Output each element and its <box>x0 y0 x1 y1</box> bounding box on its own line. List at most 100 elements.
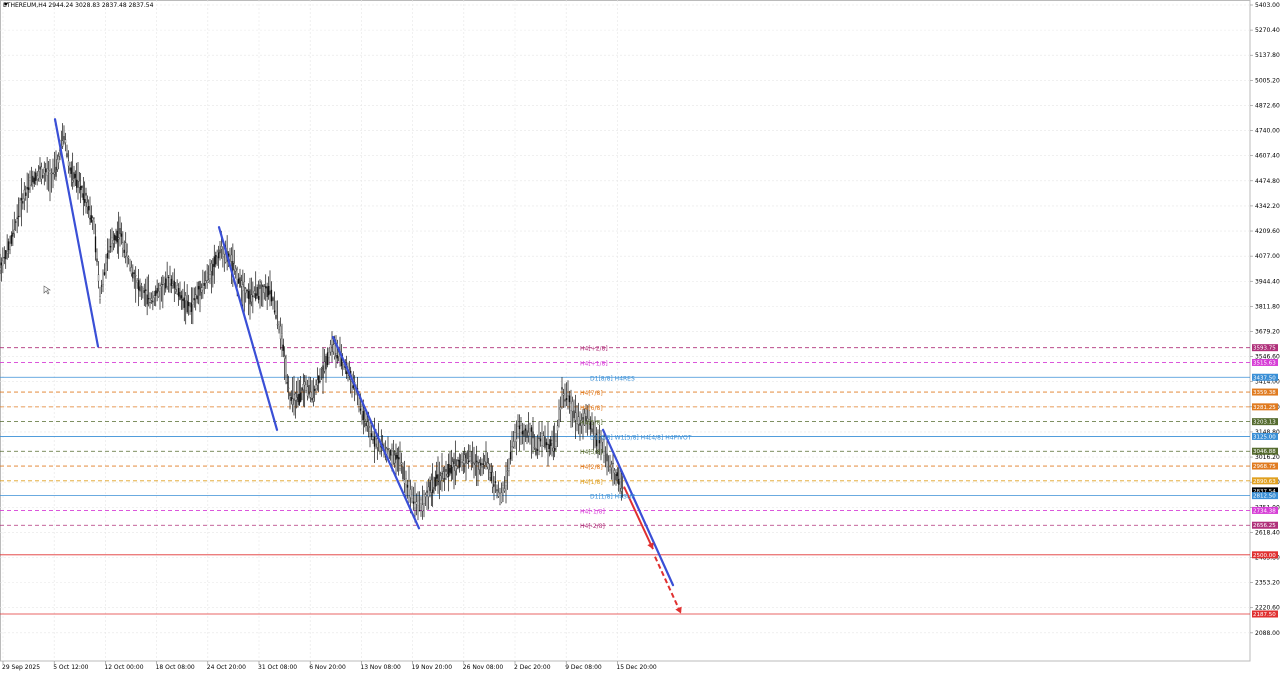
candle-body <box>331 346 333 349</box>
candle-body <box>99 296 101 300</box>
candle-body <box>176 285 178 294</box>
candle-body <box>591 428 593 433</box>
candle-body <box>570 402 572 412</box>
candle-body <box>39 166 41 170</box>
candle-body <box>482 463 484 466</box>
candle-body <box>580 420 583 426</box>
candle-body <box>252 295 254 298</box>
projection-arrow[interactable] <box>623 486 654 550</box>
collapse-triangle-icon[interactable] <box>4 3 8 6</box>
price-axis[interactable]: 5403.00 5270.40 5137.80 5005.20 4872.60 4740.… <box>1250 2 1280 637</box>
candle-body <box>454 465 456 471</box>
candle-body <box>527 432 530 436</box>
trendline[interactable] <box>217 226 279 431</box>
x-tick-label: 15 Dec 20:00 <box>616 664 657 671</box>
projection-arrow[interactable] <box>654 556 682 614</box>
candle-body <box>200 287 203 293</box>
candle-body <box>159 285 161 289</box>
candle-body <box>559 407 562 410</box>
candle-body <box>616 472 618 477</box>
candle-body <box>304 381 306 386</box>
candle-body <box>76 179 78 188</box>
candle-body <box>195 294 197 299</box>
candle-body <box>358 404 360 407</box>
price-badge-text: 3281.25 <box>1253 405 1276 411</box>
candle-body <box>239 277 241 288</box>
price-badge <box>1252 358 1278 366</box>
candle-body <box>312 397 314 402</box>
candle-body <box>32 175 34 183</box>
candle-body <box>565 397 568 401</box>
candle-body <box>73 172 75 180</box>
candle-body <box>145 289 147 291</box>
candle-body <box>571 401 574 412</box>
candle-body <box>90 215 92 223</box>
level-label: H4[7/8] <box>580 390 603 397</box>
price-badge <box>1252 373 1278 381</box>
candle-body <box>137 280 140 291</box>
candle-body <box>80 186 82 191</box>
candle-body <box>476 460 478 462</box>
y-tick-label: 4077.00 <box>1255 253 1280 260</box>
candle-body <box>288 387 290 389</box>
candle-body <box>0 267 1 271</box>
candle-body <box>368 426 370 428</box>
candle-body <box>20 198 23 201</box>
candle-body <box>149 302 151 304</box>
trendline[interactable] <box>601 428 675 587</box>
price-badge <box>1252 403 1278 411</box>
candle-body <box>588 422 590 426</box>
candle-body <box>116 230 118 243</box>
candle-body <box>136 280 138 283</box>
x-tick-label: 26 Nov 08:00 <box>463 664 504 671</box>
candle-body <box>33 177 35 184</box>
candle-body <box>86 202 88 207</box>
candle-body <box>517 426 519 434</box>
candle-body <box>457 459 459 462</box>
candle-body <box>111 237 113 244</box>
trendline[interactable] <box>331 335 421 530</box>
candle-body <box>586 418 589 422</box>
trendlines[interactable] <box>53 118 682 614</box>
time-axis[interactable]: 29 Sep 2025 5 Oct 12:00 12 Oct 00:00 18 Oct… <box>2 661 657 671</box>
candle-body <box>392 450 394 452</box>
candle-body <box>85 192 87 196</box>
candle-body <box>146 294 148 305</box>
candle-body <box>272 297 274 301</box>
candle-body <box>210 263 213 272</box>
candle-body <box>30 184 33 186</box>
candle-body <box>127 256 130 259</box>
candle-body <box>484 461 486 466</box>
candle-body <box>417 500 419 506</box>
candle-body <box>47 170 50 173</box>
x-tick-label: 5 Oct 12:00 <box>53 664 88 671</box>
candle-body <box>199 280 201 296</box>
x-tick-label: 2 Dec 20:00 <box>514 664 551 671</box>
candle-body <box>143 290 145 293</box>
candle-body <box>130 267 133 274</box>
candle-body <box>429 481 431 491</box>
level-label: H4[5/8] <box>580 420 603 427</box>
candle-body <box>472 462 474 464</box>
trendline[interactable] <box>53 118 100 348</box>
candle-body <box>388 448 390 451</box>
candle-body <box>265 286 267 289</box>
candle-body <box>166 277 168 287</box>
x-tick-label: 12 Oct 00:00 <box>104 664 143 671</box>
candle-body <box>69 167 71 171</box>
y-tick-label: 5005.20 <box>1255 77 1280 84</box>
candle-body <box>592 436 595 438</box>
candle-body <box>89 217 91 220</box>
level-label: H4[6/8] <box>580 405 603 412</box>
candle-body <box>530 427 533 432</box>
candle-body <box>609 469 611 471</box>
candle-body <box>442 471 444 479</box>
candle-body <box>466 458 468 464</box>
candle-body <box>293 394 295 400</box>
candle-body <box>486 462 488 467</box>
candle-body <box>50 172 53 175</box>
candle-body <box>545 442 548 446</box>
